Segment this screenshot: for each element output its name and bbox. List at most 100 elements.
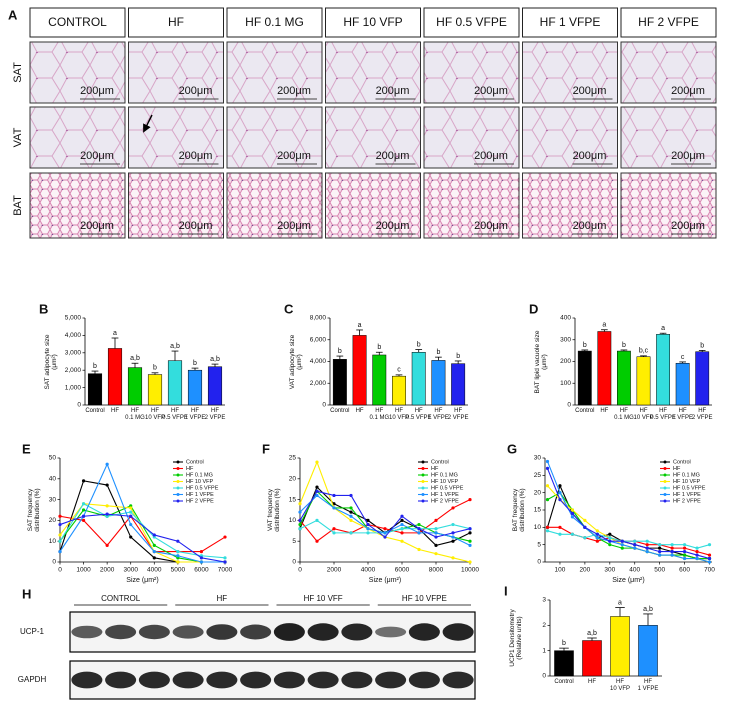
- header-box: [423, 7, 520, 38]
- bar: [656, 334, 670, 406]
- significance-letter: a,b: [130, 355, 140, 362]
- series-line: [546, 468, 710, 560]
- legend-marker: [176, 480, 180, 483]
- point: [620, 543, 624, 547]
- point: [545, 484, 550, 488]
- bar: [577, 350, 592, 406]
- histology-image: [423, 172, 520, 239]
- legend-label: HF 2 VFPE: [673, 498, 701, 504]
- x-tick-label: 8000: [429, 567, 444, 574]
- y-tick-label: 4,000: [310, 358, 327, 365]
- x-tick-label: HF: [355, 408, 364, 414]
- histology-image: [29, 41, 126, 104]
- y-tick-label: 4,000: [65, 332, 82, 339]
- bar: [675, 362, 690, 406]
- point: [152, 556, 156, 560]
- blot-band: [273, 623, 305, 641]
- legend-marker: [176, 486, 180, 490]
- panel-letter: A: [8, 7, 18, 22]
- significance-letter: b: [417, 341, 421, 348]
- blot-band: [105, 671, 137, 689]
- histology-image: [128, 172, 224, 239]
- x-axis-title: Size (μm²): [369, 577, 401, 584]
- blot-band: [307, 671, 339, 689]
- point: [545, 466, 550, 470]
- bar: [638, 625, 658, 677]
- header-box: [29, 7, 126, 38]
- point: [434, 535, 438, 539]
- column-header: HF 10 VFP: [343, 15, 402, 29]
- x-tick-label: HF 1 VFPE: [672, 408, 693, 421]
- series-line: [299, 519, 471, 534]
- point: [695, 553, 699, 557]
- row-label: SAT: [12, 62, 24, 83]
- blot-band: [206, 624, 238, 640]
- scale-bar-label: 200μm: [671, 220, 705, 232]
- point: [570, 511, 575, 516]
- y-tick-label: 25: [534, 472, 542, 479]
- point: [658, 550, 662, 554]
- y-tick-label: 50: [49, 455, 57, 462]
- histology-image: [128, 41, 224, 104]
- bar: [372, 354, 387, 406]
- x-tick-label: HF 0.1 MG: [369, 408, 390, 421]
- y-tick-label: 5: [292, 538, 296, 545]
- series-line: [59, 503, 225, 563]
- panel-letter: B: [39, 301, 48, 316]
- bar: [352, 335, 367, 406]
- legend-label: HF 10 VFP: [673, 479, 701, 485]
- series-line: [546, 461, 710, 563]
- bar: [597, 331, 612, 406]
- x-tick-label: HF 10 VFP: [609, 679, 631, 692]
- bar: [207, 366, 223, 406]
- point: [332, 506, 336, 510]
- significance-letter: b: [700, 342, 704, 349]
- x-tick-label: 7000: [218, 567, 233, 574]
- point: [315, 518, 319, 523]
- y-axis-title: BAT lipid vacuole size (μm²): [533, 330, 548, 393]
- point: [608, 539, 612, 543]
- significance-letter: c: [681, 354, 685, 361]
- point: [645, 546, 649, 550]
- bar: [431, 360, 446, 406]
- blot-band: [307, 623, 339, 641]
- legend-label: Control: [673, 459, 691, 465]
- histology-image: [29, 106, 126, 169]
- x-tick-label: HF 0.5 VFPE: [650, 408, 676, 421]
- point: [570, 532, 575, 536]
- point: [583, 518, 587, 523]
- point: [129, 514, 133, 518]
- point: [298, 522, 302, 527]
- legend-label: HF 0.1 MG: [186, 472, 213, 478]
- point: [223, 535, 227, 539]
- significance-letter: b: [622, 342, 626, 349]
- point: [468, 560, 472, 564]
- point: [468, 531, 472, 535]
- significance-letter: b: [338, 348, 342, 355]
- y-tick-label: 0: [537, 559, 541, 566]
- blot-row-label: UCP-1: [20, 627, 45, 636]
- legend-marker: [421, 480, 425, 483]
- point: [682, 546, 687, 550]
- point: [645, 543, 649, 547]
- significance-letter: a: [618, 599, 622, 606]
- legend-marker: [176, 460, 180, 464]
- x-tick-label: HF: [600, 408, 609, 414]
- significance-letter: a,b: [170, 343, 180, 350]
- point: [658, 546, 662, 550]
- bar: [617, 350, 631, 406]
- column-header: HF 2 VFPE: [638, 15, 699, 29]
- y-tick-label: 5: [537, 541, 541, 548]
- x-tick-label: 600: [679, 567, 690, 574]
- blot-band: [71, 625, 103, 639]
- scale-bar-label: 200μm: [179, 150, 213, 162]
- legend-label: HF 0.5 VFPE: [673, 485, 706, 491]
- x-tick-label: 700: [704, 567, 715, 574]
- y-tick-label: 8,000: [310, 315, 327, 322]
- point: [583, 536, 587, 540]
- y-axis-title: SAT adipocyte size (μm²): [43, 333, 58, 390]
- header-box: [226, 7, 323, 38]
- x-tick-label: 500: [654, 567, 665, 574]
- blot-band: [273, 671, 305, 689]
- histology-image: [325, 41, 421, 104]
